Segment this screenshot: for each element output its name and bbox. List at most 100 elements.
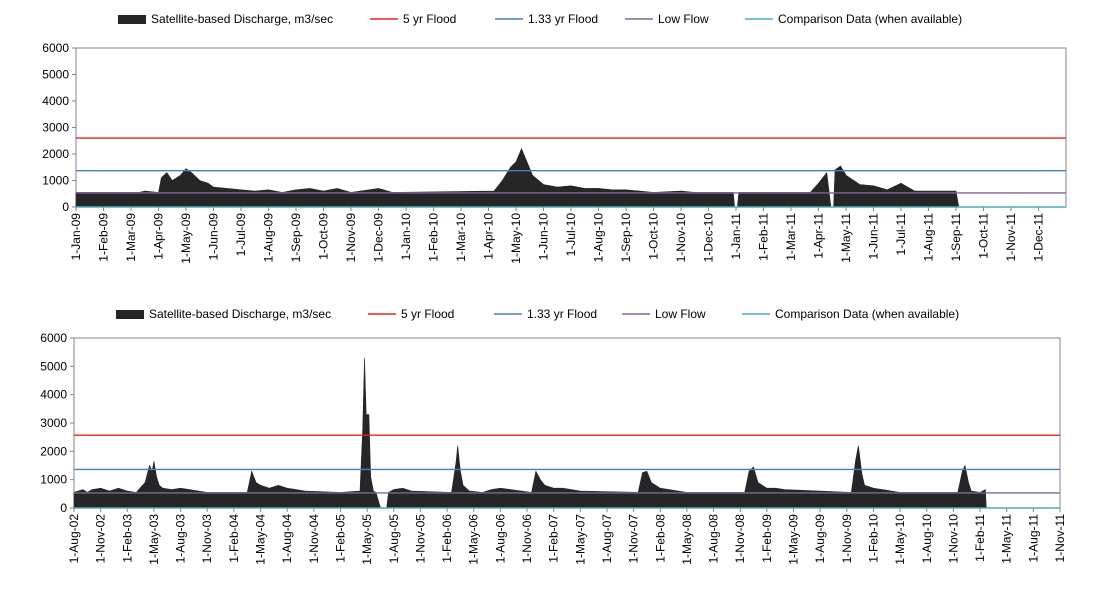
- chart-top-svg: Satellite-based Discharge, m3/sec 5 yr Fl…: [42, 12, 1067, 264]
- x-tick-label: 1-May-10: [893, 514, 907, 565]
- legend-label: 5 yr Flood: [401, 307, 454, 321]
- x-tick-label: 1-Aug-09: [262, 213, 276, 263]
- legend-label: Satellite-based Discharge, m3/sec: [151, 12, 333, 26]
- x-tick-label: 1-May-08: [680, 514, 694, 565]
- x-tick-label: 1-Nov-06: [520, 514, 534, 564]
- x-tick-label: 1-Nov-09: [344, 213, 358, 263]
- plot-area: [73, 337, 1061, 509]
- x-tick-label: 1-Nov-08: [733, 514, 747, 564]
- legend-label: 1.33 yr Flood: [528, 12, 598, 26]
- x-tick-label: 1-Jun-11: [867, 213, 881, 260]
- x-tick-label: 1-Oct-09: [317, 213, 331, 260]
- x-tick-label: 1-Jul-10: [564, 213, 578, 257]
- x-tick-label: 1-Nov-10: [946, 514, 960, 564]
- x-tick-label: 1-May-10: [509, 213, 523, 264]
- legend-label: Comparison Data (when available): [778, 12, 962, 26]
- y-tick-label: 0: [60, 501, 67, 515]
- chart-bottom-svg: Satellite-based Discharge, m3/sec 5 yr Fl…: [40, 307, 1067, 565]
- legend-swatch-discharge: [116, 310, 144, 319]
- x-tick-label: 1-Sep-10: [619, 213, 633, 263]
- y-tick-label: 1000: [42, 174, 69, 188]
- x-tick-label: 1-Aug-11: [922, 213, 936, 262]
- y-tick-label: 3000: [40, 416, 67, 430]
- x-tick-label: 1-Apr-11: [812, 213, 826, 259]
- x-tick-label: 1-Feb-09: [97, 213, 111, 262]
- x-tick-label: 1-Jan-09: [69, 213, 83, 261]
- x-tick-label: 1-Nov-11: [1004, 213, 1018, 262]
- y-tick-label: 2000: [42, 147, 69, 161]
- legend-label: Satellite-based Discharge, m3/sec: [149, 307, 331, 321]
- x-tick-label: 1-May-03: [147, 514, 161, 565]
- x-tick-label: 1-Nov-02: [94, 514, 108, 564]
- legend-label: Comparison Data (when available): [775, 307, 959, 321]
- x-tick-label: 1-Feb-10: [427, 213, 441, 262]
- x-tick-label: 1-Feb-03: [120, 514, 134, 563]
- x-tick-label: 1-Jan-10: [399, 213, 413, 261]
- x-tick-label: 1-Aug-08: [707, 514, 721, 564]
- x-tick-label: 1-Aug-02: [67, 514, 81, 564]
- x-tick-label: 1-Nov-09: [840, 514, 854, 564]
- y-tick-label: 5000: [40, 359, 67, 373]
- x-tick-label: 1-Aug-07: [600, 514, 614, 564]
- x-tick-label: 1-Dec-10: [702, 213, 716, 263]
- x-tick-label: 1-Feb-08: [653, 514, 667, 563]
- x-tick-label: 1-Feb-06: [440, 514, 454, 563]
- chart-panel-top: Satellite-based Discharge, m3/sec 5 yr Fl…: [0, 0, 1094, 300]
- x-tick-label: 1-Feb-11: [757, 213, 771, 261]
- plot-area: [75, 47, 1067, 208]
- y-tick-label: 6000: [42, 41, 69, 55]
- x-tick-label: 1-Apr-10: [482, 213, 496, 260]
- y-tick-label: 2000: [40, 444, 67, 458]
- y-tick-label: 0: [62, 200, 69, 214]
- legend-label: Low Flow: [655, 307, 706, 321]
- legend-swatch-discharge: [118, 15, 146, 24]
- x-tick-label: 1-Oct-10: [647, 213, 661, 260]
- x-tick-label: 1-Sep-09: [289, 213, 303, 263]
- x-tick-label: 1-Nov-11: [1053, 514, 1067, 563]
- x-tick-label: 1-Aug-06: [493, 514, 507, 564]
- x-tick-label: 1-Oct-11: [977, 213, 991, 259]
- x-tick-label: 1-May-11: [839, 213, 853, 263]
- y-tick-label: 4000: [42, 94, 69, 108]
- x-tick-label: 1-Sep-11: [949, 213, 963, 262]
- x-tick-label: 1-Mar-11: [784, 213, 798, 261]
- x-tick-label: 1-Jun-10: [537, 213, 551, 261]
- x-tick-label: 1-Feb-09: [760, 514, 774, 563]
- x-tick-label: 1-May-07: [573, 514, 587, 565]
- x-tick-label: 1-Jul-09: [234, 213, 248, 257]
- x-tick-label: 1-Jul-11: [894, 213, 908, 256]
- x-tick-label: 1-Dec-09: [372, 213, 386, 263]
- x-tick-label: 1-Dec-11: [1032, 213, 1046, 262]
- x-tick-label: 1-Aug-11: [1026, 514, 1040, 563]
- x-tick-label: 1-May-05: [360, 514, 374, 565]
- x-tick-label: 1-Nov-04: [307, 514, 321, 564]
- x-tick-label: 1-Aug-10: [592, 213, 606, 263]
- chart-panel-bottom: Satellite-based Discharge, m3/sec 5 yr Fl…: [0, 300, 1094, 608]
- y-tick-label: 3000: [42, 121, 69, 135]
- x-tick-label: 1-Feb-07: [547, 514, 561, 563]
- x-tick-label: 1-Mar-10: [454, 213, 468, 262]
- x-tick-label: 1-Aug-04: [280, 514, 294, 564]
- x-tick-label: 1-Aug-05: [387, 514, 401, 564]
- x-tick-label: 1-May-09: [787, 514, 801, 565]
- y-tick-label: 4000: [40, 388, 67, 402]
- x-tick-label: 1-May-06: [467, 514, 481, 565]
- x-tick-label: 1-Feb-10: [866, 514, 880, 563]
- x-tick-label: 1-Nov-10: [674, 213, 688, 263]
- x-tick-label: 1-Aug-03: [174, 514, 188, 564]
- x-tick-label: 1-Feb-05: [333, 514, 347, 563]
- y-tick-label: 5000: [42, 68, 69, 82]
- x-tick-label: 1-May-04: [254, 514, 268, 565]
- legend-label: Low Flow: [658, 12, 709, 26]
- x-tick-label: 1-Jun-09: [207, 213, 221, 261]
- x-tick-label: 1-Apr-09: [152, 213, 166, 260]
- legend-label: 1.33 yr Flood: [527, 307, 597, 321]
- x-tick-label: 1-Nov-07: [627, 514, 641, 564]
- x-tick-label: 1-May-11: [1000, 514, 1014, 564]
- x-tick-label: 1-Feb-04: [227, 514, 241, 563]
- x-tick-label: 1-Jan-11: [729, 213, 743, 260]
- x-tick-label: 1-Nov-05: [413, 514, 427, 564]
- x-tick-label: 1-Feb-11: [973, 514, 987, 562]
- legend-label: 5 yr Flood: [403, 12, 456, 26]
- x-tick-label: 1-Nov-03: [200, 514, 214, 564]
